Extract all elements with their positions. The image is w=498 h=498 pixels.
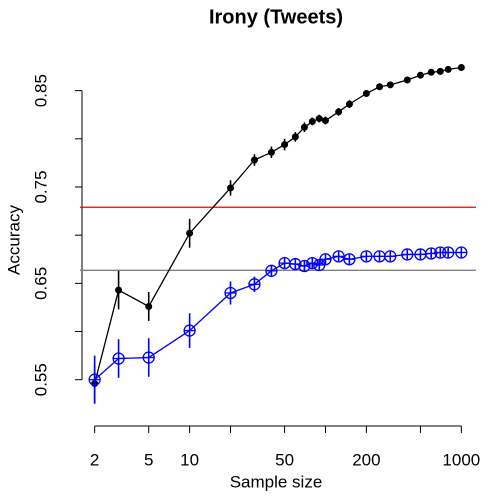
point (376, 83, 384, 91)
point (444, 65, 452, 73)
point (186, 229, 194, 237)
x-tick-label: 5 (144, 450, 153, 469)
point (300, 123, 308, 131)
y-tick-label: 0.65 (31, 267, 50, 300)
point (335, 108, 343, 116)
y-tick-label: 0.55 (31, 363, 50, 396)
point (427, 68, 435, 76)
point (227, 184, 235, 192)
x-tick-label: 200 (352, 450, 380, 469)
point (362, 90, 370, 98)
point (291, 133, 299, 141)
x-tick-label: 2 (90, 450, 99, 469)
series-line (94, 66, 462, 384)
point (386, 81, 394, 89)
point (250, 156, 258, 164)
x-tick-label: 10 (180, 450, 199, 469)
point (267, 148, 275, 156)
point (308, 117, 316, 125)
point (416, 71, 424, 79)
y-tick-label: 0.85 (31, 74, 50, 107)
point (321, 116, 329, 124)
point (436, 67, 444, 75)
point (345, 100, 353, 108)
point (115, 286, 123, 294)
chart-title: Irony (Tweets) (209, 6, 343, 28)
point (281, 141, 289, 149)
x-axis-label: Sample size (230, 472, 323, 491)
y-tick-label: 0.75 (31, 170, 50, 203)
x-tick-label: 1000 (442, 450, 480, 469)
x-tick-label: 50 (275, 450, 294, 469)
point (403, 76, 411, 84)
series-line (94, 251, 462, 381)
y-axis-label: Accuracy (4, 205, 23, 275)
point (145, 302, 153, 310)
point (457, 63, 465, 71)
point (315, 115, 323, 123)
